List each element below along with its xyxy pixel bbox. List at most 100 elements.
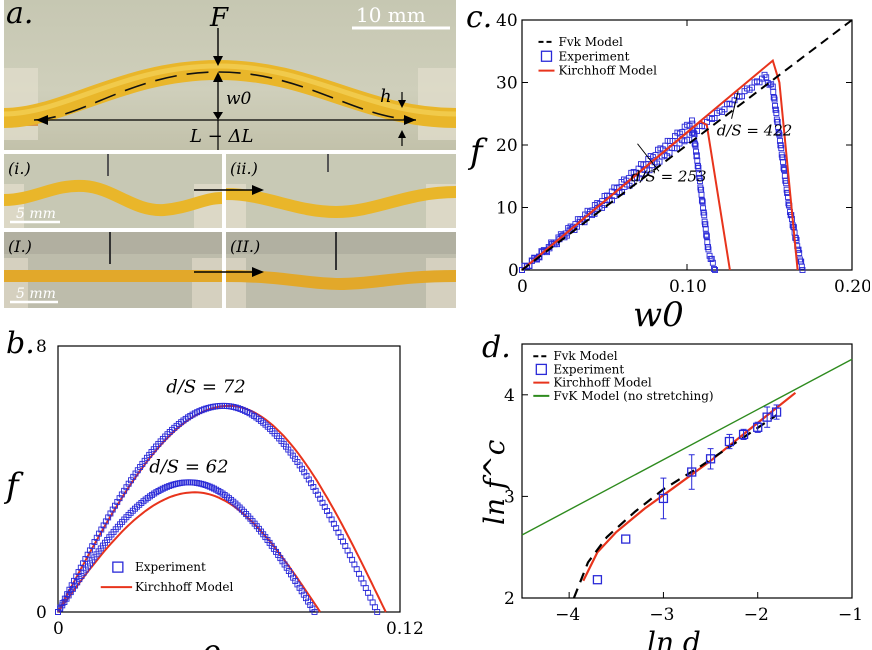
- experiment-point-72: [371, 604, 378, 611]
- scale-bar-label: 10 mm: [356, 3, 426, 27]
- experiment-point-253: [710, 265, 717, 272]
- experiment-point-253: [700, 205, 707, 212]
- experiment-point-422: [779, 154, 786, 161]
- yellow-strip: [4, 59, 456, 128]
- experiment-point-72: [369, 599, 376, 606]
- experiment-point: [705, 454, 716, 464]
- experiment-point: [592, 575, 603, 585]
- y-tick-label: 10: [496, 199, 518, 219]
- panel-label-a: a.: [6, 0, 34, 31]
- y-tick-label: 3: [504, 487, 515, 507]
- left-clamp: [4, 68, 38, 140]
- strip-ii: [226, 186, 456, 219]
- y-tick-label: 40: [496, 11, 518, 31]
- experiment-point-253: [692, 142, 699, 149]
- y-tick-label: 0: [508, 261, 519, 281]
- experiment-point-422: [776, 131, 783, 138]
- x-tick-label: 0.12: [386, 619, 424, 639]
- experiment-point-253: [688, 117, 695, 124]
- y-tick-label: 4: [504, 386, 515, 406]
- experiment-point-422: [771, 96, 778, 103]
- legend-marker-experiment: [535, 363, 547, 376]
- experiment-point-253: [705, 246, 712, 253]
- chart-b: 0 0.12 0 8 w0 f d/S = 72 d/S = 62 Experiment Kirc…: [3, 337, 424, 650]
- sub-label-I: (I.): [8, 237, 32, 256]
- panel-a: 10 mm F w0 h L − ΔL (i.) 5 mm (ii.): [0, 0, 462, 312]
- scale-label-i: 5 mm: [16, 206, 56, 222]
- plot-frame: [57, 345, 401, 613]
- y-tick-label: 30: [496, 74, 518, 94]
- experiment-point-422: [763, 74, 770, 81]
- x-tick-label: −3: [649, 605, 674, 625]
- experiment-point-253: [701, 212, 708, 219]
- arrow-i-to-ii: [194, 185, 264, 195]
- y-tick-label: 2: [504, 589, 515, 609]
- scale-label-I: 5 mm: [16, 286, 56, 302]
- annotation-253-pointer: [637, 143, 660, 172]
- y-axis-label: f: [3, 466, 24, 506]
- span-label: L − ΔL: [189, 126, 253, 147]
- photo-main-svg: 10 mm F w0 h L − ΔL: [4, 3, 456, 150]
- x-tick-label: 0: [53, 619, 64, 639]
- annotation-62: d/S = 62: [149, 456, 228, 477]
- experiment-point: [621, 534, 631, 544]
- photo-i: (i.) 5 mm: [4, 154, 222, 228]
- experiment-point-253: [689, 120, 696, 127]
- legend-label-experiment: Experiment: [135, 560, 206, 574]
- right-clamp: [418, 68, 456, 140]
- experiment-point-422: [781, 172, 788, 179]
- legend-label-no-stretching: FvK Model (no stretching): [553, 389, 713, 403]
- x-tick-label: 0.10: [669, 277, 707, 297]
- experiment-point-422: [775, 123, 782, 130]
- experiment-point: [658, 493, 669, 504]
- experiment-point-253: [695, 165, 702, 171]
- experiment-point-422: [772, 106, 779, 113]
- arrow-I-to-II: [194, 267, 264, 277]
- sub-label-II: (II.): [230, 237, 260, 256]
- y-tick-label: 0: [36, 603, 47, 623]
- force-label: F: [209, 3, 229, 33]
- legend-label-fvk: Fvk Model: [559, 35, 623, 49]
- legend-label-experiment: Experiment: [559, 49, 630, 63]
- experiment-point-422: [798, 263, 805, 270]
- x-axis-label: ln d: [647, 626, 701, 650]
- x-tick-label: −4: [555, 605, 580, 625]
- annotation-72: d/S = 72: [166, 377, 245, 398]
- experiment-point: [771, 407, 782, 417]
- photo-main: 10 mm F w0 h L − ΔL: [4, 0, 456, 150]
- experiment-point-422: [773, 110, 780, 117]
- annotation-253: d/S = 253: [631, 167, 707, 185]
- series-kirchhoff-422: [521, 58, 799, 271]
- experiment-point: [762, 412, 772, 422]
- experiment-point-253: [702, 225, 709, 232]
- experiment-point-422: [776, 137, 783, 144]
- experiment-point-72: [367, 594, 374, 601]
- panel-label-b: b.: [6, 326, 35, 361]
- experiment-point-253: [709, 259, 716, 266]
- legend-marker-experiment: [112, 561, 124, 573]
- experiment-point-422: [770, 88, 777, 95]
- x-tick-label: 0.20: [834, 277, 870, 297]
- panel-label-d: d.: [482, 330, 511, 365]
- annotation-422: d/S = 422: [717, 122, 793, 140]
- experiment-point-72: [360, 580, 367, 587]
- experiment-point-253: [702, 221, 709, 228]
- legend-label-kirchhoff: Kirchhoff Model: [135, 580, 234, 594]
- photo-II: (II.): [226, 232, 456, 308]
- photo-I: (I.) 5 mm: [4, 232, 222, 308]
- y-tick-label: 8: [36, 337, 47, 357]
- sub-label-ii: (ii.): [230, 159, 258, 178]
- experiment-point-422: [780, 158, 787, 165]
- experiment-point-253: [695, 171, 702, 178]
- deflection-label: w0: [226, 89, 252, 109]
- strip-II: [226, 270, 456, 291]
- experiment-point: [724, 436, 735, 447]
- y-tick-label: 20: [496, 136, 518, 156]
- legend-label-kirchhoff: Kirchhoff Model: [559, 64, 658, 78]
- experiment-point-253: [704, 239, 711, 246]
- thickness-label: h: [380, 86, 392, 107]
- experiment-point-422: [772, 102, 778, 109]
- chart-d: −4 −3 −2 −1 2 3 4 ln d ln f^c Fvk ModelExperiment…: [478, 343, 863, 650]
- x-axis-label: w0: [171, 639, 222, 650]
- experiment-point-253: [698, 191, 705, 198]
